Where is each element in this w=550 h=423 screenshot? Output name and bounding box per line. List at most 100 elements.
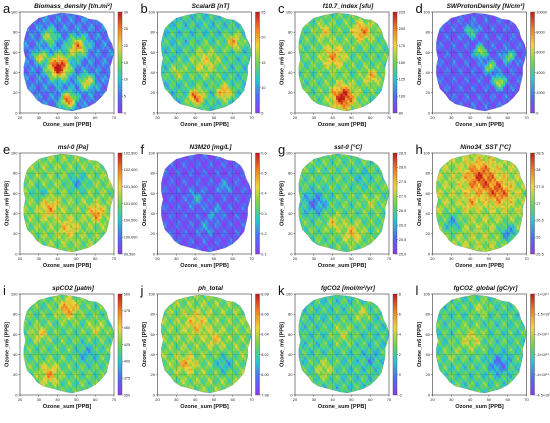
heatmap-cell — [24, 59, 28, 63]
heatmap-cell — [230, 21, 233, 25]
heatmap-cell — [95, 86, 98, 89]
heatmap-cell — [65, 57, 69, 61]
heatmap-cell — [246, 66, 249, 69]
heatmap-cell — [331, 84, 335, 87]
heatmap-cell — [166, 61, 170, 65]
heatmap-cell — [42, 26, 46, 29]
heatmap-cell — [342, 59, 346, 63]
heatmap-cell — [184, 79, 188, 83]
heatmap-cell — [333, 77, 337, 81]
heatmap-cell — [216, 73, 220, 76]
heatmap-cell — [85, 95, 89, 98]
heatmap-cell — [205, 13, 208, 16]
heatmap-cell — [99, 79, 103, 83]
heatmap-cell — [304, 84, 307, 87]
heatmap-cell — [162, 57, 165, 61]
heatmap-cell — [35, 39, 39, 43]
heatmap-cell — [54, 64, 57, 67]
heatmap-cell — [317, 88, 321, 92]
heatmap-cell — [49, 46, 53, 49]
heatmap-cell — [207, 13, 211, 16]
heatmap-cell — [92, 61, 96, 65]
heatmap-cell — [216, 17, 220, 21]
heatmap-cell — [97, 84, 101, 87]
heatmap-cell — [67, 28, 71, 32]
heatmap-cell — [47, 66, 50, 69]
heatmap-cell — [24, 70, 28, 74]
heatmap-cell — [241, 88, 245, 92]
heatmap-cell — [304, 57, 307, 61]
heatmap-cell — [228, 46, 231, 49]
heatmap-cell — [200, 33, 204, 36]
heatmap-cell — [79, 101, 82, 105]
heatmap-cell — [326, 57, 330, 61]
heatmap-cell — [191, 19, 195, 23]
heatmap-cell — [218, 44, 222, 47]
heatmap-cell — [196, 50, 199, 54]
heatmap-cell — [196, 64, 199, 67]
heatmap-cell — [95, 99, 98, 103]
heatmap-cell — [326, 37, 330, 41]
heatmap-cell — [81, 17, 85, 21]
heatmap-cell — [189, 41, 193, 45]
heatmap-cell — [177, 75, 181, 78]
heatmap-cell — [33, 73, 37, 76]
heatmap-cell — [106, 46, 110, 49]
heatmap-cell — [177, 97, 181, 101]
heatmap-cell — [203, 99, 206, 103]
heatmap-cell — [74, 90, 78, 94]
x-tick-label: 20 — [155, 115, 160, 120]
heatmap-cell — [331, 79, 335, 83]
heatmap-cell — [35, 61, 39, 65]
heatmap-cell — [342, 55, 346, 58]
heatmap-cell — [101, 24, 105, 27]
heatmap-cell — [35, 84, 39, 87]
heatmap-cell — [26, 48, 30, 52]
heatmap-cell — [74, 50, 78, 54]
heatmap-cell — [92, 59, 96, 63]
heatmap-cell — [191, 84, 195, 87]
heatmap-cell — [345, 101, 348, 105]
heatmap-cell — [322, 48, 325, 52]
heatmap-cell — [207, 55, 211, 58]
heatmap-cell — [315, 66, 319, 69]
heatmap-cell — [322, 93, 325, 96]
heatmap-cell — [301, 35, 305, 38]
heatmap-cell — [45, 88, 48, 92]
heatmap-cell — [299, 50, 303, 54]
heatmap-cell — [184, 99, 188, 103]
heatmap-cell — [97, 37, 101, 41]
heatmap-cell — [228, 48, 231, 52]
heatmap-cell — [175, 61, 179, 65]
heatmap-cell — [214, 15, 218, 18]
heatmap-cell — [248, 50, 252, 54]
heatmap-cell — [35, 59, 39, 63]
heatmap-cell — [329, 59, 332, 63]
heatmap-cell — [203, 68, 206, 72]
heatmap-cell — [74, 61, 78, 65]
heatmap-cell — [320, 28, 323, 32]
heatmap-cell — [338, 86, 341, 89]
heatmap-cell — [76, 104, 80, 107]
heatmap-cell — [83, 79, 87, 83]
heatmap-cell — [54, 13, 57, 16]
heatmap-cell — [324, 46, 328, 49]
heatmap-cell — [191, 48, 195, 52]
heatmap-cell — [26, 73, 30, 76]
heatmap-cell — [162, 33, 165, 36]
heatmap-cell — [205, 70, 208, 74]
colorbar-tick-label: 15 — [124, 61, 128, 65]
heatmap-cell — [81, 77, 85, 81]
heatmap-cell — [180, 57, 183, 61]
heatmap-cell — [333, 66, 337, 69]
heatmap-cell — [85, 66, 89, 69]
heatmap-cell — [241, 59, 245, 63]
heatmap-cell — [342, 19, 346, 23]
heatmap-cell — [56, 57, 60, 61]
heatmap-cell — [54, 57, 57, 61]
heatmap-cell — [83, 41, 87, 45]
heatmap-cell — [81, 19, 85, 23]
heatmap-cell — [322, 46, 325, 49]
heatmap-cell — [42, 50, 46, 54]
heatmap-cell — [45, 66, 48, 69]
